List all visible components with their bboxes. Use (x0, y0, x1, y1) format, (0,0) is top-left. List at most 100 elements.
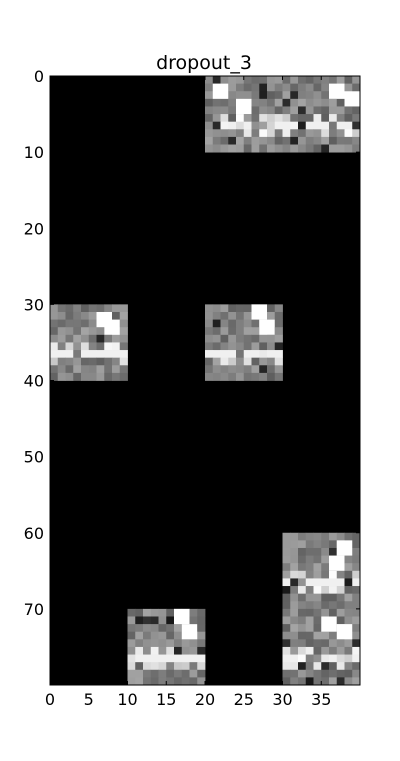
heatmap-cell (344, 532, 353, 541)
heatmap-cell (290, 677, 299, 686)
heatmap-cell (321, 129, 330, 138)
x-tick-label: 0 (45, 690, 55, 709)
heatmap-cell (65, 357, 74, 366)
heatmap-cell (150, 639, 159, 648)
heatmap-cell (282, 106, 291, 115)
heatmap-cell (344, 570, 353, 579)
heatmap-cell (65, 334, 74, 343)
heatmap-cell (267, 342, 276, 351)
heatmap-cell (88, 357, 97, 366)
heatmap-cell (112, 334, 121, 343)
heatmap-cell (181, 654, 190, 663)
heatmap-cell (298, 593, 307, 602)
heatmap-cell (189, 677, 198, 686)
heatmap-cell (344, 593, 353, 602)
heatmap-cell (329, 586, 338, 595)
heatmap-cell (321, 98, 330, 107)
heatmap-cell (251, 83, 260, 92)
heatmap-cell (236, 121, 245, 130)
heatmap-cell (274, 365, 283, 374)
heatmap-cell (298, 144, 307, 153)
heatmap-cell (274, 350, 283, 359)
heatmap-cell (251, 106, 260, 115)
heatmap-highlight-cell (251, 304, 267, 320)
heatmap-cell (174, 646, 183, 655)
heatmap-cell (298, 654, 307, 663)
heatmap-cell (305, 129, 314, 138)
heatmap-cell (259, 114, 268, 123)
heatmap-cell (352, 601, 361, 610)
heatmap-cell (220, 106, 229, 115)
heatmap-cell (205, 144, 214, 153)
heatmap-cell (228, 129, 237, 138)
heatmap-cell (313, 608, 322, 617)
heatmap-cell (65, 311, 74, 320)
heatmap-cell (236, 334, 245, 343)
heatmap-cell (143, 608, 152, 617)
heatmap-cell (329, 144, 338, 153)
heatmap-cell (119, 365, 128, 374)
heatmap-cell (189, 662, 198, 671)
heatmap-cell (243, 342, 252, 351)
heatmap-cell (290, 601, 299, 610)
heatmap-cell (352, 586, 361, 595)
heatmap-cell (267, 357, 276, 366)
heatmap-cell (336, 669, 345, 678)
heatmap-highlight-cell (174, 608, 190, 625)
heatmap-cell (220, 334, 229, 343)
heatmap-cell (104, 365, 113, 374)
heatmap-cell (228, 106, 237, 115)
heatmap-cell (189, 639, 198, 648)
heatmap-cell (321, 76, 330, 85)
heatmap-cell (282, 578, 291, 587)
tile-6-3 (282, 532, 361, 610)
heatmap-cell (181, 677, 190, 686)
heatmap-cell (282, 669, 291, 678)
heatmap-cell (73, 319, 82, 328)
heatmap-cell (282, 616, 291, 625)
heatmap-cell (313, 144, 322, 153)
heatmap-cell (243, 365, 252, 374)
heatmap-cell (352, 555, 361, 564)
heatmap-cell (189, 654, 198, 663)
heatmap-cell (236, 304, 245, 313)
heatmap-cell (127, 654, 136, 663)
heatmap-cell (228, 304, 237, 313)
heatmap-cell (267, 144, 276, 153)
heatmap-highlight-cell (336, 540, 353, 556)
heatmap-cell (267, 76, 276, 85)
heatmap-cell (344, 677, 353, 686)
heatmap-cell (81, 304, 90, 313)
heatmap-highlight-cell (104, 319, 120, 335)
heatmap-cell (274, 357, 283, 366)
heatmap-cell (205, 311, 214, 320)
heatmap-cell (290, 654, 299, 663)
heatmap-cell (290, 532, 299, 541)
heatmap-cell (50, 357, 59, 366)
heatmap-cell (119, 319, 128, 328)
heatmap-cell (158, 639, 167, 648)
heatmap-cell (205, 319, 214, 328)
heatmap-cell (212, 319, 221, 328)
heatmap-cell (259, 83, 268, 92)
heatmap-cell (212, 334, 221, 343)
heatmap-cell (274, 342, 283, 351)
heatmap-cell (298, 608, 307, 617)
heatmap-cell (282, 593, 291, 602)
heatmap-cell (112, 342, 121, 351)
heatmap-cell (259, 76, 268, 85)
heatmap-cell (135, 616, 144, 625)
heatmap-cell (290, 121, 299, 130)
heatmap-cell (259, 342, 268, 351)
heatmap-cell (243, 311, 252, 320)
heatmap-cell (205, 121, 214, 130)
heatmap-cell (305, 144, 314, 153)
heatmap-cell (267, 365, 276, 374)
heatmap-cell (228, 114, 237, 123)
heatmap-cell (282, 608, 291, 617)
heatmap-cell (290, 616, 299, 625)
y-tick-label: 0 (34, 67, 44, 86)
heatmap-cell (174, 654, 183, 663)
heatmap-cell (329, 114, 338, 123)
heatmap-cell (290, 608, 299, 617)
